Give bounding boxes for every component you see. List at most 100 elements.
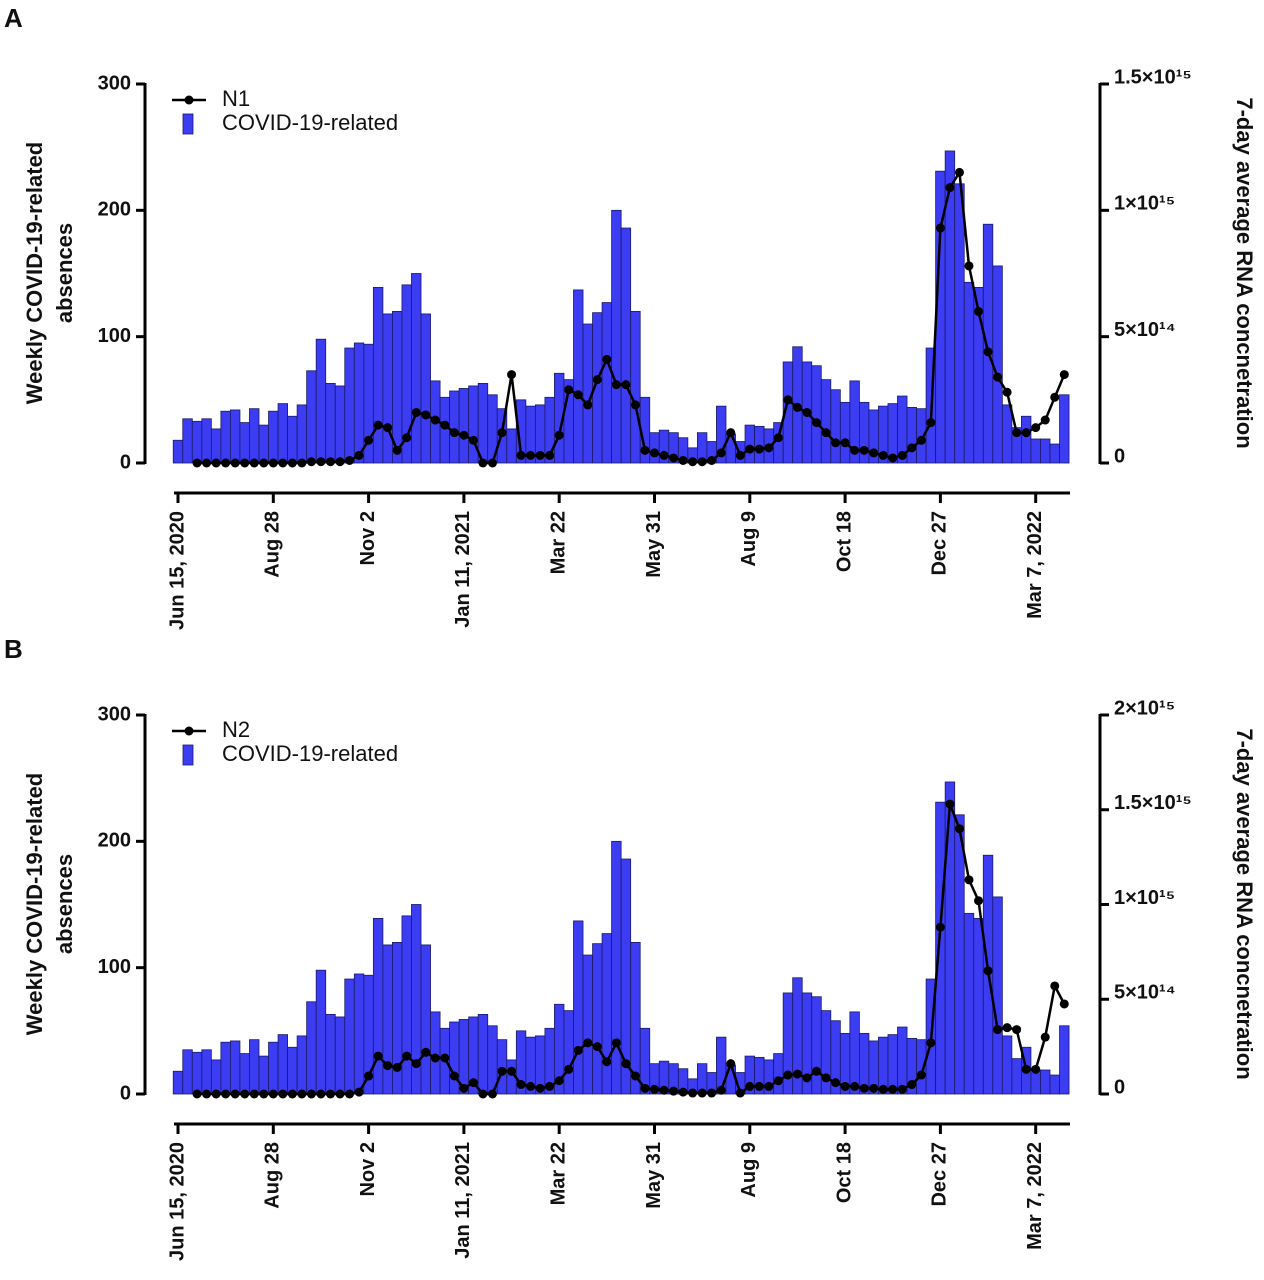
x-tick-label: Nov 2 xyxy=(357,511,379,565)
point xyxy=(859,445,869,455)
bar xyxy=(249,1039,260,1095)
bar xyxy=(239,1053,250,1095)
x-tick-label: Nov 2 xyxy=(357,1142,379,1196)
point xyxy=(697,1088,707,1098)
point xyxy=(345,1089,355,1099)
point xyxy=(306,457,316,467)
point xyxy=(831,1078,841,1088)
bar xyxy=(401,915,412,1095)
point xyxy=(1031,423,1041,433)
point xyxy=(821,428,831,438)
y-tick-label: 200 xyxy=(98,830,131,852)
bar xyxy=(1030,438,1041,464)
x-tick-label: Jun 15, 2020 xyxy=(166,511,188,630)
point xyxy=(726,1059,736,1069)
point xyxy=(268,458,278,468)
point xyxy=(459,430,469,440)
point xyxy=(688,457,698,467)
bar xyxy=(573,920,584,1095)
legend-label: COVID-19-related xyxy=(222,741,398,766)
bar xyxy=(258,1055,269,1095)
y-tick-label: 300 xyxy=(98,72,131,94)
point xyxy=(392,1062,402,1072)
point xyxy=(459,1083,469,1093)
point xyxy=(878,1084,888,1094)
bar xyxy=(573,289,584,464)
point xyxy=(335,1089,345,1099)
point xyxy=(487,1089,497,1099)
point xyxy=(221,1089,231,1099)
bar xyxy=(182,418,193,464)
point xyxy=(354,450,364,460)
point xyxy=(754,1081,764,1091)
bar xyxy=(458,388,470,464)
point xyxy=(831,438,841,448)
point xyxy=(640,445,650,455)
point xyxy=(669,453,679,463)
point xyxy=(707,1088,717,1098)
legend-label: N2 xyxy=(222,717,250,742)
point xyxy=(974,306,984,316)
point xyxy=(916,435,926,445)
point xyxy=(564,1064,574,1074)
point xyxy=(440,420,450,430)
panel-label: A xyxy=(4,3,23,33)
point xyxy=(221,458,231,468)
point xyxy=(735,1088,745,1098)
point xyxy=(249,458,259,468)
bar xyxy=(830,389,841,464)
bar xyxy=(296,404,308,464)
y-axis-label: Weekly COVID-19-related absences xyxy=(22,142,77,404)
point xyxy=(993,372,1003,382)
bar xyxy=(620,227,632,464)
y2-tick-label: 0 xyxy=(1114,1076,1125,1098)
point xyxy=(202,1089,212,1099)
y-tick-label: 0 xyxy=(120,451,131,473)
point xyxy=(507,370,517,380)
y-tick-label: 100 xyxy=(98,325,131,347)
point xyxy=(1050,981,1060,991)
bar xyxy=(592,943,603,1095)
bar xyxy=(630,941,641,1095)
bar xyxy=(230,409,241,464)
point xyxy=(907,1080,917,1090)
point xyxy=(1012,428,1022,438)
bar xyxy=(287,1046,298,1095)
x-tick-label: May 31 xyxy=(643,1142,665,1209)
point xyxy=(974,896,984,906)
point xyxy=(745,444,755,454)
point xyxy=(1002,387,1012,397)
point xyxy=(802,407,812,417)
x-tick-label: Mar 7, 2022 xyxy=(1024,511,1046,619)
point xyxy=(697,457,707,467)
point xyxy=(583,1038,593,1048)
point xyxy=(392,445,402,455)
bar xyxy=(353,973,365,1095)
panel: A 0 100 200 300 0 5×10¹⁴ 1×10¹⁵ 1.5×10¹⁵ Weekly C… xyxy=(4,3,1257,630)
point xyxy=(983,347,993,357)
point xyxy=(1002,1023,1012,1033)
x-tick-label: Mar 7, 2022 xyxy=(1024,1142,1046,1250)
bar xyxy=(420,313,431,464)
bar xyxy=(811,996,822,1095)
point xyxy=(364,1071,374,1081)
y-tick-label: 0 xyxy=(120,1082,131,1104)
point xyxy=(897,1084,907,1094)
bar xyxy=(306,370,317,464)
bar xyxy=(325,383,336,464)
y-axis-label-line: absences xyxy=(52,223,77,323)
bar xyxy=(992,265,1003,464)
point xyxy=(507,1066,517,1076)
point xyxy=(792,1069,802,1079)
point xyxy=(383,1061,393,1071)
bar xyxy=(334,1016,346,1095)
point xyxy=(487,458,497,468)
bar xyxy=(210,1059,222,1095)
point xyxy=(859,1083,869,1093)
point xyxy=(1012,1025,1022,1035)
point xyxy=(287,458,297,468)
point xyxy=(669,1086,679,1096)
bar xyxy=(249,408,260,464)
point xyxy=(602,354,612,364)
y-axis-label-line: Weekly COVID-19-related xyxy=(22,142,47,404)
